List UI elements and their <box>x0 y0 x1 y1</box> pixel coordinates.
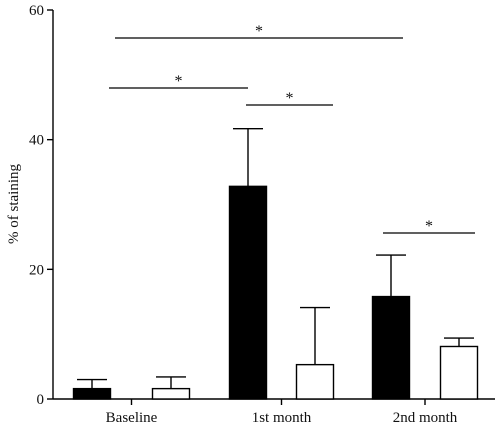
y-tick-label: 40 <box>29 133 44 149</box>
significance-marker: * <box>286 90 294 107</box>
y-tick-label: 20 <box>29 262 44 278</box>
significance-annotations: * * * * <box>109 23 475 235</box>
bar <box>151 387 191 400</box>
x-tick-label: 1st month <box>252 410 312 426</box>
significance-marker: * <box>175 73 183 90</box>
y-axis-label: % of staining <box>6 164 22 244</box>
bar <box>228 185 268 400</box>
bar <box>72 387 112 400</box>
x-tick-label: Baseline <box>106 410 158 426</box>
bar <box>295 363 335 400</box>
significance-marker: * <box>425 218 433 235</box>
y-tick-label: 0 <box>37 392 45 408</box>
bar <box>439 345 479 400</box>
axes: 0 20 40 60 Baseline 1st month 2nd month <box>29 3 495 426</box>
bars <box>72 127 479 400</box>
y-tick-label: 60 <box>29 3 44 19</box>
x-tick-label: 2nd month <box>393 410 458 426</box>
significance-marker: * <box>255 23 263 40</box>
bar <box>371 295 411 400</box>
